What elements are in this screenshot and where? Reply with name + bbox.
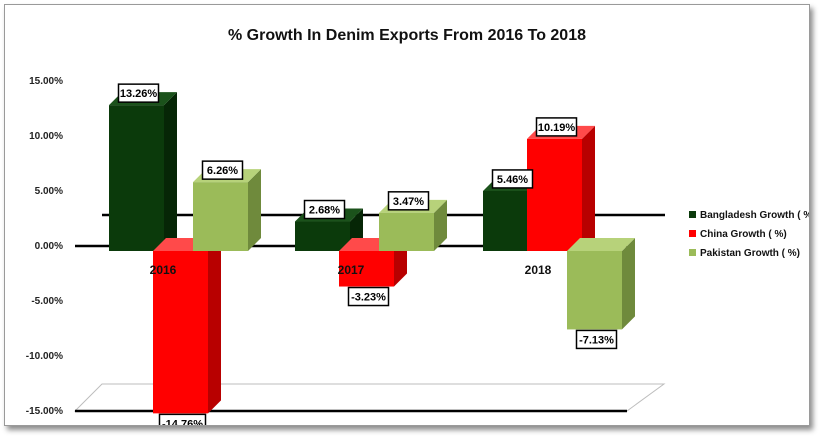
bar-pakistan-2018-front <box>567 251 622 330</box>
data-label: 2.68% <box>303 199 346 220</box>
data-label-text: -14.76% <box>162 418 203 425</box>
category-label-bg <box>518 261 558 278</box>
data-label: 13.26% <box>117 83 160 103</box>
chart-frame: % Growth In Denim Exports From 2016 To 2… <box>4 4 810 426</box>
y-tick-label: 0.00% <box>35 241 63 252</box>
bar-bangladesh-2016-front <box>109 105 164 251</box>
legend-label: Pakistan Growth ( %) <box>700 248 800 259</box>
category-label-2017: 2017 <box>338 263 365 277</box>
y-tick-label: -5.00% <box>31 296 63 307</box>
legend-label: China Growth ( %) <box>700 229 787 240</box>
bar-bangladesh-2016 <box>109 92 177 251</box>
data-label-box <box>575 329 618 350</box>
data-label-text: -7.13% <box>579 334 614 346</box>
data-label-box <box>491 169 534 189</box>
bar-pakistan-2017-front <box>379 212 434 251</box>
category-label-2016: 2016 <box>150 263 177 277</box>
bar-pakistan-2016 <box>193 169 261 251</box>
denim-growth-chart: % Growth In Denim Exports From 2016 To 2… <box>26 27 809 425</box>
data-label: -3.23% <box>347 286 390 307</box>
bar-china-2016-front <box>153 251 208 414</box>
data-label: -14.76% <box>158 413 207 425</box>
bar-china-2016-side <box>208 238 221 414</box>
data-label-text: 3.47% <box>393 196 424 208</box>
y-tick-label: 10.00% <box>29 131 63 142</box>
legend-swatch <box>689 230 696 237</box>
bar-china-2016 <box>153 238 221 414</box>
data-label-text: -3.23% <box>351 292 386 304</box>
bar-china-2018 <box>527 125 595 251</box>
y-tick-label: 5.00% <box>35 186 63 197</box>
bar-pakistan-2017-side <box>434 199 447 251</box>
data-label-box <box>201 160 244 180</box>
legend: Bangladesh Growth ( %) China Growth ( %) P… <box>689 210 809 259</box>
data-label-text: 13.26% <box>120 88 158 100</box>
bar-china-2017-front <box>339 251 394 287</box>
data-label: -7.13% <box>575 329 618 350</box>
bar-china-2018-side <box>582 125 595 251</box>
data-label-box <box>117 83 160 103</box>
data-label: 10.19% <box>535 117 578 137</box>
y-tick-label: 15.00% <box>29 76 63 87</box>
y-tick-label: -15.00% <box>26 406 63 417</box>
bar-pakistan-2018-top <box>567 238 635 251</box>
data-label: 6.26% <box>201 160 244 180</box>
bar-pakistan-2016-front <box>193 182 248 251</box>
bar-pakistan-2016-side <box>248 169 261 251</box>
data-label-box <box>303 199 346 220</box>
bar-pakistan-2018 <box>567 238 635 330</box>
data-label-text: 10.19% <box>538 122 576 134</box>
legend-swatch <box>689 249 696 256</box>
y-tick-label: -10.00% <box>26 351 63 362</box>
data-label-box <box>158 413 207 425</box>
bar-bangladesh-2016-side <box>164 92 177 251</box>
legend-swatch <box>689 211 696 218</box>
bar-china-2018-front <box>527 138 582 251</box>
data-label-box <box>535 117 578 137</box>
data-labels: 13.26% -14.76% 6.26% 2.68% -3.23% 3.47% 5.46% 1… <box>117 83 618 425</box>
chart-title: % Growth In Denim Exports From 2016 To 2… <box>228 27 586 44</box>
category-labels: 2016 2017 2018 <box>150 261 558 278</box>
data-label-text: 6.26% <box>207 165 238 177</box>
data-label: 5.46% <box>491 169 534 189</box>
data-label-box <box>387 191 430 211</box>
bar-pakistan-2018-side <box>622 238 635 330</box>
data-label-text: 5.46% <box>497 174 528 186</box>
category-label-2018: 2018 <box>525 263 552 277</box>
legend-label: Bangladesh Growth ( %) <box>700 210 809 221</box>
bars-group <box>109 92 635 414</box>
data-label-box <box>347 286 390 307</box>
chart-floor <box>73 383 666 413</box>
bar-bangladesh-2017-front <box>295 221 350 251</box>
data-label-text: 2.68% <box>309 205 340 217</box>
data-label: 3.47% <box>387 191 430 211</box>
